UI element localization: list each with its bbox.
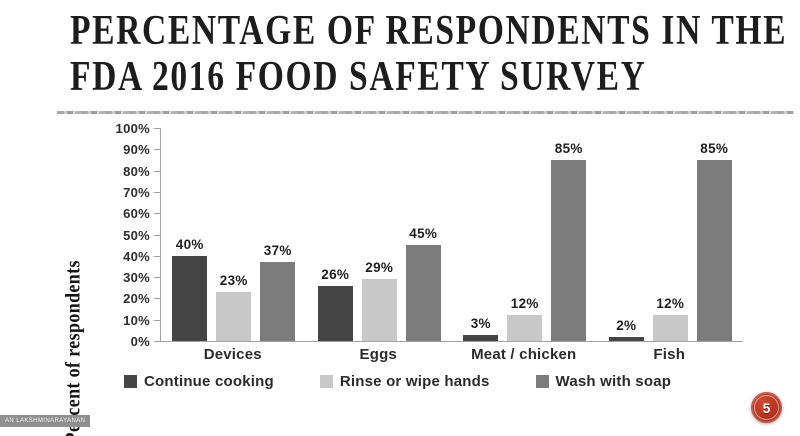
x-axis-category-label: Meat / chicken	[471, 346, 577, 363]
bar: 3%	[463, 316, 499, 341]
bar-chart: Percent of respondents 100% 90% 80% 70% 60% 5…	[0, 118, 800, 436]
y-axis-tick	[154, 213, 160, 215]
y-axis-title: Percent of respondents	[60, 247, 86, 436]
bar: 45%	[405, 226, 441, 341]
y-axis-title-text: Percent of respondents	[60, 260, 85, 436]
y-axis-label: 30%	[123, 270, 150, 286]
bar: 85%	[696, 141, 732, 341]
y-axis-label: 60%	[123, 206, 150, 222]
x-axis-category-labels: Devices Eggs Meat / chicken Fish	[160, 346, 742, 363]
legend-swatch	[124, 375, 137, 388]
y-axis-label: 90%	[123, 142, 150, 158]
bar-value-label: 12%	[510, 296, 539, 312]
bar: 12%	[507, 296, 543, 341]
legend-item: Continue cooking	[124, 373, 274, 390]
bar-value-label: 45%	[409, 226, 438, 242]
y-axis-labels: 100% 90% 80% 70% 60% 50% 40% 30% 20% 10% 0%	[92, 118, 150, 408]
y-axis-label: 70%	[123, 184, 150, 200]
y-axis-tick	[154, 170, 160, 172]
legend-item: Wash with soap	[535, 373, 672, 390]
y-axis-label: 50%	[123, 227, 150, 243]
y-axis-label: 10%	[123, 312, 150, 328]
y-axis-tick	[154, 234, 160, 236]
x-axis-category-label: Eggs	[359, 346, 397, 363]
y-axis-label: 40%	[123, 248, 150, 264]
legend-label: Continue cooking	[144, 373, 274, 390]
slide-title-line-1: PERCENTAGE OF RESPONDENTS IN THE	[70, 8, 788, 54]
slide-title: PERCENTAGE OF RESPONDENTS IN THE FDA 201…	[70, 8, 790, 100]
bar-value-label: 26%	[321, 266, 350, 282]
title-divider	[57, 111, 794, 114]
bar: 37%	[260, 243, 296, 341]
page-number: 5	[762, 399, 771, 416]
bar: 23%	[216, 273, 252, 341]
y-axis-label: 80%	[123, 163, 150, 179]
legend-item: Rinse or wipe hands	[319, 373, 490, 390]
y-axis-label: 100%	[115, 121, 150, 136]
bar: 85%	[551, 141, 587, 341]
bar-value-label: 37%	[263, 243, 292, 259]
bar-value-label: 29%	[365, 260, 394, 276]
plot-area: 40% 23% 37% 26% 29% 45% 3% 12% 85% 2% 12% 85%	[160, 128, 743, 342]
bar-group: 26% 29% 45%	[307, 128, 453, 341]
bar-value-label: 2%	[616, 317, 637, 333]
bar-value-label: 12%	[656, 296, 685, 312]
y-axis-tick	[154, 319, 160, 321]
page-number-badge: 5	[751, 392, 782, 423]
bar-value-label: 40%	[175, 236, 204, 252]
bar-value-label: 85%	[700, 140, 729, 156]
bar-group: 2% 12% 85%	[598, 128, 744, 341]
bar-value-label: 85%	[554, 140, 583, 156]
bar-value-label: 23%	[219, 273, 248, 289]
legend-label: Rinse or wipe hands	[339, 373, 490, 390]
y-axis-tick	[154, 255, 160, 257]
legend: Continue cooking Rinse or wipe hands Wash …	[124, 373, 671, 390]
legend-swatch	[319, 375, 333, 388]
y-axis-label: 20%	[123, 291, 150, 307]
slide-title-line-2: FDA 2016 FOOD SAFETY SURVEY	[70, 54, 647, 100]
bar-value-label: 3%	[470, 315, 491, 331]
bar: 12%	[652, 296, 688, 341]
y-axis-tick	[154, 298, 160, 300]
y-axis-tick	[154, 191, 160, 193]
y-axis-tick	[154, 341, 160, 342]
y-axis-tick	[154, 128, 160, 129]
legend-swatch	[535, 375, 549, 388]
x-axis-category-label: Fish	[653, 346, 686, 363]
bar: 29%	[361, 260, 397, 341]
bar: 2%	[608, 318, 644, 341]
x-axis-category-label: Devices	[203, 346, 262, 363]
legend-label: Wash with soap	[555, 373, 672, 390]
y-axis-tick	[154, 149, 160, 151]
watermark: AN LAKSHMINARAYANAN	[0, 415, 91, 427]
y-axis-tick	[154, 277, 160, 279]
bar: 26%	[317, 267, 353, 341]
page-number-badge-ring: 5	[754, 395, 779, 420]
bar: 40%	[172, 237, 208, 341]
bar-group: 40% 23% 37%	[161, 128, 307, 341]
y-axis-label: 0%	[130, 334, 150, 349]
bar-group: 3% 12% 85%	[452, 128, 598, 341]
